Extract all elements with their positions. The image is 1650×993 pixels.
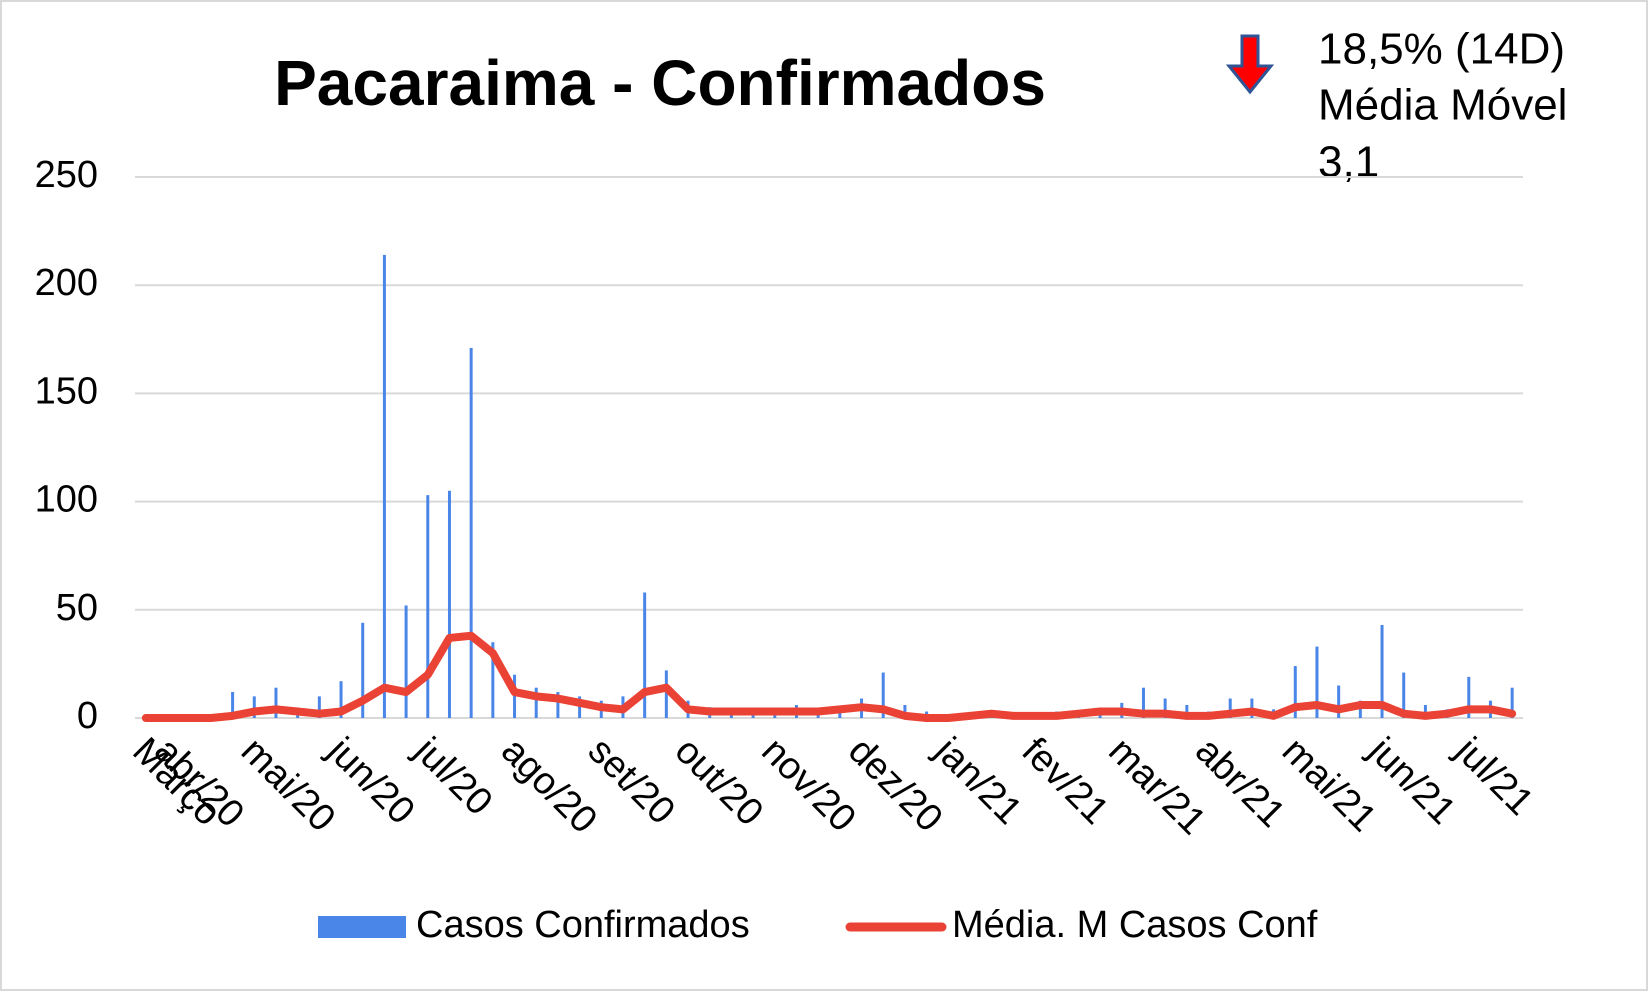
bar xyxy=(1228,698,1232,718)
bar xyxy=(231,692,235,718)
bar xyxy=(274,687,278,718)
bar xyxy=(447,490,451,718)
bar xyxy=(469,347,473,718)
bar xyxy=(252,696,256,718)
bar xyxy=(534,687,538,718)
bar xyxy=(556,692,560,718)
bar xyxy=(1467,676,1471,718)
bar xyxy=(643,592,647,718)
legend-swatch xyxy=(318,916,406,938)
bar xyxy=(1337,685,1341,718)
annotation: Média Móvel xyxy=(1318,81,1567,130)
bar xyxy=(903,705,907,718)
chart-title: Pacaraima - Confirmados xyxy=(274,47,1046,119)
bar xyxy=(1185,705,1189,718)
line-series xyxy=(141,631,1517,722)
bar xyxy=(578,696,582,718)
bar xyxy=(361,622,365,718)
y-tick-label: 250 xyxy=(35,154,98,196)
annotation: 18,5% (14D) xyxy=(1318,25,1565,74)
bar xyxy=(1380,624,1384,718)
bar xyxy=(1358,700,1362,718)
bar xyxy=(1402,672,1406,718)
annotation: 3,1 xyxy=(1318,138,1379,187)
bar xyxy=(1510,687,1514,718)
bar xyxy=(513,674,517,718)
bar xyxy=(1315,646,1319,718)
y-tick-label: 200 xyxy=(35,262,98,304)
y-tick-label: 100 xyxy=(35,479,98,521)
bar xyxy=(382,254,386,719)
bar xyxy=(838,711,842,718)
bar xyxy=(664,670,668,718)
bar xyxy=(1141,687,1145,718)
y-tick-label: 50 xyxy=(56,587,98,629)
y-tick-label: 0 xyxy=(77,695,98,737)
bar xyxy=(1423,705,1427,718)
trend-arrow xyxy=(1225,34,1275,95)
bar xyxy=(1163,698,1167,718)
y-tick-label: 150 xyxy=(35,370,98,412)
bar xyxy=(317,696,321,718)
bar xyxy=(404,605,408,718)
bar xyxy=(881,672,885,718)
bar xyxy=(491,642,495,718)
legend-label: Casos Confirmados xyxy=(416,904,750,946)
bar xyxy=(1293,666,1297,718)
bar xyxy=(426,495,430,718)
legend-label: Média. M Casos Conf xyxy=(952,904,1318,946)
bar xyxy=(339,681,343,718)
